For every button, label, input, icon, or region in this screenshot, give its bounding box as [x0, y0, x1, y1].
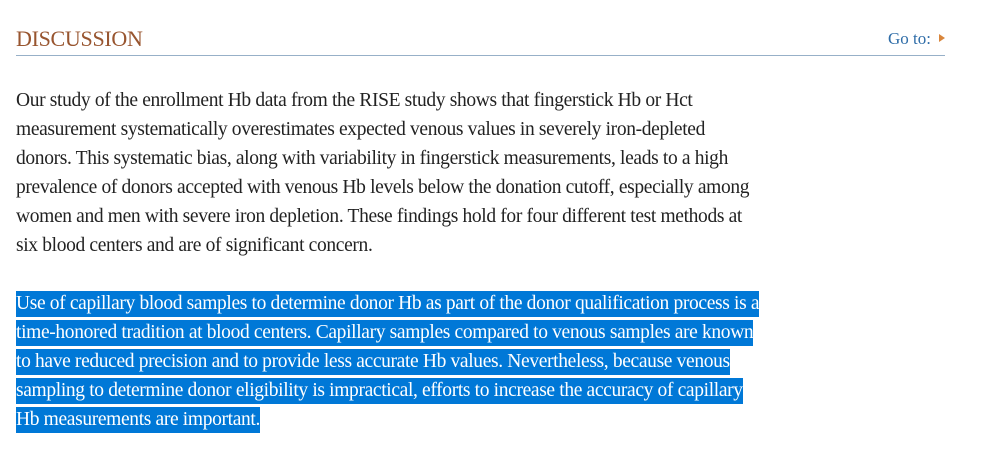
- text-line: prevalence of donors accepted with venou…: [16, 177, 750, 198]
- selected-text-line: sampling to determine donor eligibility …: [16, 378, 743, 404]
- triangle-right-icon[interactable]: [939, 34, 945, 42]
- paragraph-1: Our study of the enrollment Hb data from…: [16, 86, 750, 260]
- text-line: Our study of the enrollment Hb data from…: [16, 90, 693, 111]
- goto-link[interactable]: Go to:: [888, 29, 945, 49]
- selected-text-line: time-honored tradition at blood centers.…: [16, 320, 754, 346]
- selected-text-line: Hb measurements are important.: [16, 407, 260, 433]
- section-title: DISCUSSION: [16, 26, 143, 51]
- goto-label[interactable]: Go to:: [888, 29, 931, 48]
- text-line: measurement systematically overestimates…: [16, 119, 706, 140]
- section-header: DISCUSSION Go to:: [16, 24, 945, 56]
- text-line: six blood centers and are of significant…: [16, 235, 373, 256]
- selected-text-line: to have reduced precision and to provide…: [16, 349, 730, 375]
- text-line: women and men with severe iron depletion…: [16, 206, 742, 227]
- selected-text-line: Use of capillary blood samples to determ…: [16, 291, 760, 317]
- paragraph-2-selected: Use of capillary blood samples to determ…: [16, 289, 760, 434]
- text-line: donors. This systematic bias, along with…: [16, 148, 728, 169]
